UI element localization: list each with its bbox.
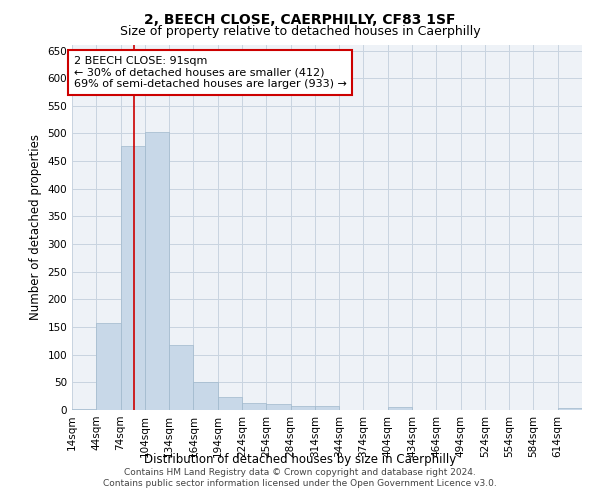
Bar — [121, 146, 145, 410]
Bar — [145, 132, 169, 410]
Bar — [266, 404, 290, 410]
Bar — [290, 406, 315, 410]
Text: Distribution of detached houses by size in Caerphilly: Distribution of detached houses by size … — [144, 452, 456, 466]
Bar — [72, 409, 96, 410]
Bar — [218, 398, 242, 410]
Y-axis label: Number of detached properties: Number of detached properties — [29, 134, 42, 320]
Bar — [169, 344, 193, 410]
Text: 2, BEECH CLOSE, CAERPHILLY, CF83 1SF: 2, BEECH CLOSE, CAERPHILLY, CF83 1SF — [144, 12, 456, 26]
Text: Size of property relative to detached houses in Caerphilly: Size of property relative to detached ho… — [119, 25, 481, 38]
Bar — [315, 406, 339, 410]
Text: Contains HM Land Registry data © Crown copyright and database right 2024.
Contai: Contains HM Land Registry data © Crown c… — [103, 468, 497, 487]
Bar — [193, 382, 218, 410]
Bar — [388, 407, 412, 410]
Bar — [558, 408, 582, 410]
Text: 2 BEECH CLOSE: 91sqm
← 30% of detached houses are smaller (412)
69% of semi-deta: 2 BEECH CLOSE: 91sqm ← 30% of detached h… — [74, 56, 346, 89]
Bar — [96, 322, 121, 410]
Bar — [242, 404, 266, 410]
